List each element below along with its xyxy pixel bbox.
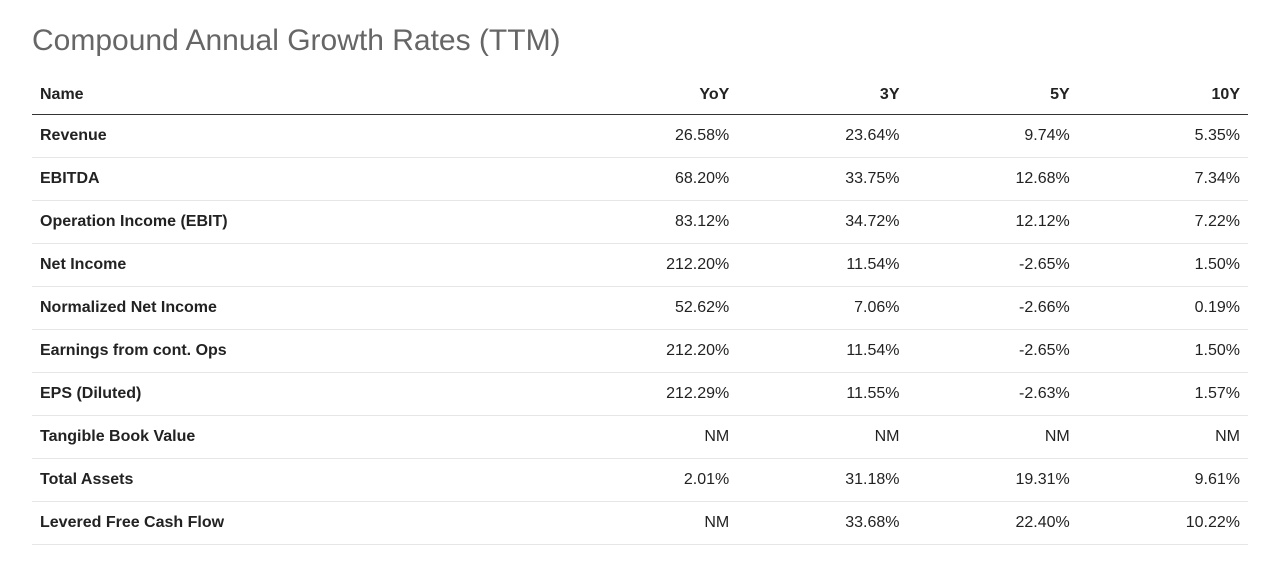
row-yoy: 2.01% (567, 459, 737, 502)
row-name: Operation Income (EBIT) (32, 201, 567, 244)
col-header-10y: 10Y (1078, 76, 1248, 115)
row-10y: 0.19% (1078, 287, 1248, 330)
row-yoy: NM (567, 416, 737, 459)
row-5y: -2.66% (908, 287, 1078, 330)
row-3y: 11.54% (737, 330, 907, 373)
row-10y: 7.34% (1078, 158, 1248, 201)
col-header-3y: 3Y (737, 76, 907, 115)
row-yoy: 26.58% (567, 115, 737, 158)
row-5y: 9.74% (908, 115, 1078, 158)
table-row: Total Assets 2.01% 31.18% 19.31% 9.61% (32, 459, 1248, 502)
row-5y: -2.63% (908, 373, 1078, 416)
table-row: Earnings from cont. Ops 212.20% 11.54% -… (32, 330, 1248, 373)
col-header-5y: 5Y (908, 76, 1078, 115)
row-3y: 31.18% (737, 459, 907, 502)
row-name: Levered Free Cash Flow (32, 502, 567, 545)
col-header-name: Name (32, 76, 567, 115)
row-3y: 33.75% (737, 158, 907, 201)
table-row: EPS (Diluted) 212.29% 11.55% -2.63% 1.57… (32, 373, 1248, 416)
page-title: Compound Annual Growth Rates (TTM) (32, 24, 1248, 58)
row-5y: 12.68% (908, 158, 1078, 201)
row-3y: 7.06% (737, 287, 907, 330)
row-3y: NM (737, 416, 907, 459)
row-5y: NM (908, 416, 1078, 459)
row-yoy: 52.62% (567, 287, 737, 330)
row-10y: 5.35% (1078, 115, 1248, 158)
row-name: EPS (Diluted) (32, 373, 567, 416)
row-3y: 11.54% (737, 244, 907, 287)
row-name: Normalized Net Income (32, 287, 567, 330)
row-10y: NM (1078, 416, 1248, 459)
row-yoy: 68.20% (567, 158, 737, 201)
row-10y: 7.22% (1078, 201, 1248, 244)
row-3y: 33.68% (737, 502, 907, 545)
row-3y: 34.72% (737, 201, 907, 244)
row-5y: 12.12% (908, 201, 1078, 244)
row-yoy: NM (567, 502, 737, 545)
row-yoy: 212.20% (567, 330, 737, 373)
row-name: Total Assets (32, 459, 567, 502)
row-name: Revenue (32, 115, 567, 158)
row-name: Net Income (32, 244, 567, 287)
row-5y: -2.65% (908, 244, 1078, 287)
row-10y: 1.57% (1078, 373, 1248, 416)
table-row: Net Income 212.20% 11.54% -2.65% 1.50% (32, 244, 1248, 287)
row-name: EBITDA (32, 158, 567, 201)
row-10y: 10.22% (1078, 502, 1248, 545)
row-yoy: 212.20% (567, 244, 737, 287)
row-5y: 19.31% (908, 459, 1078, 502)
row-name: Tangible Book Value (32, 416, 567, 459)
table-row: Tangible Book Value NM NM NM NM (32, 416, 1248, 459)
table-row: Normalized Net Income 52.62% 7.06% -2.66… (32, 287, 1248, 330)
table-header-row: Name YoY 3Y 5Y 10Y (32, 76, 1248, 115)
row-10y: 9.61% (1078, 459, 1248, 502)
row-5y: -2.65% (908, 330, 1078, 373)
cagr-table: Name YoY 3Y 5Y 10Y Revenue 26.58% 23.64%… (32, 76, 1248, 545)
row-10y: 1.50% (1078, 244, 1248, 287)
table-row: EBITDA 68.20% 33.75% 12.68% 7.34% (32, 158, 1248, 201)
table-row: Levered Free Cash Flow NM 33.68% 22.40% … (32, 502, 1248, 545)
table-row: Revenue 26.58% 23.64% 9.74% 5.35% (32, 115, 1248, 158)
row-3y: 11.55% (737, 373, 907, 416)
row-10y: 1.50% (1078, 330, 1248, 373)
row-yoy: 212.29% (567, 373, 737, 416)
row-3y: 23.64% (737, 115, 907, 158)
row-yoy: 83.12% (567, 201, 737, 244)
table-row: Operation Income (EBIT) 83.12% 34.72% 12… (32, 201, 1248, 244)
row-5y: 22.40% (908, 502, 1078, 545)
col-header-yoy: YoY (567, 76, 737, 115)
row-name: Earnings from cont. Ops (32, 330, 567, 373)
